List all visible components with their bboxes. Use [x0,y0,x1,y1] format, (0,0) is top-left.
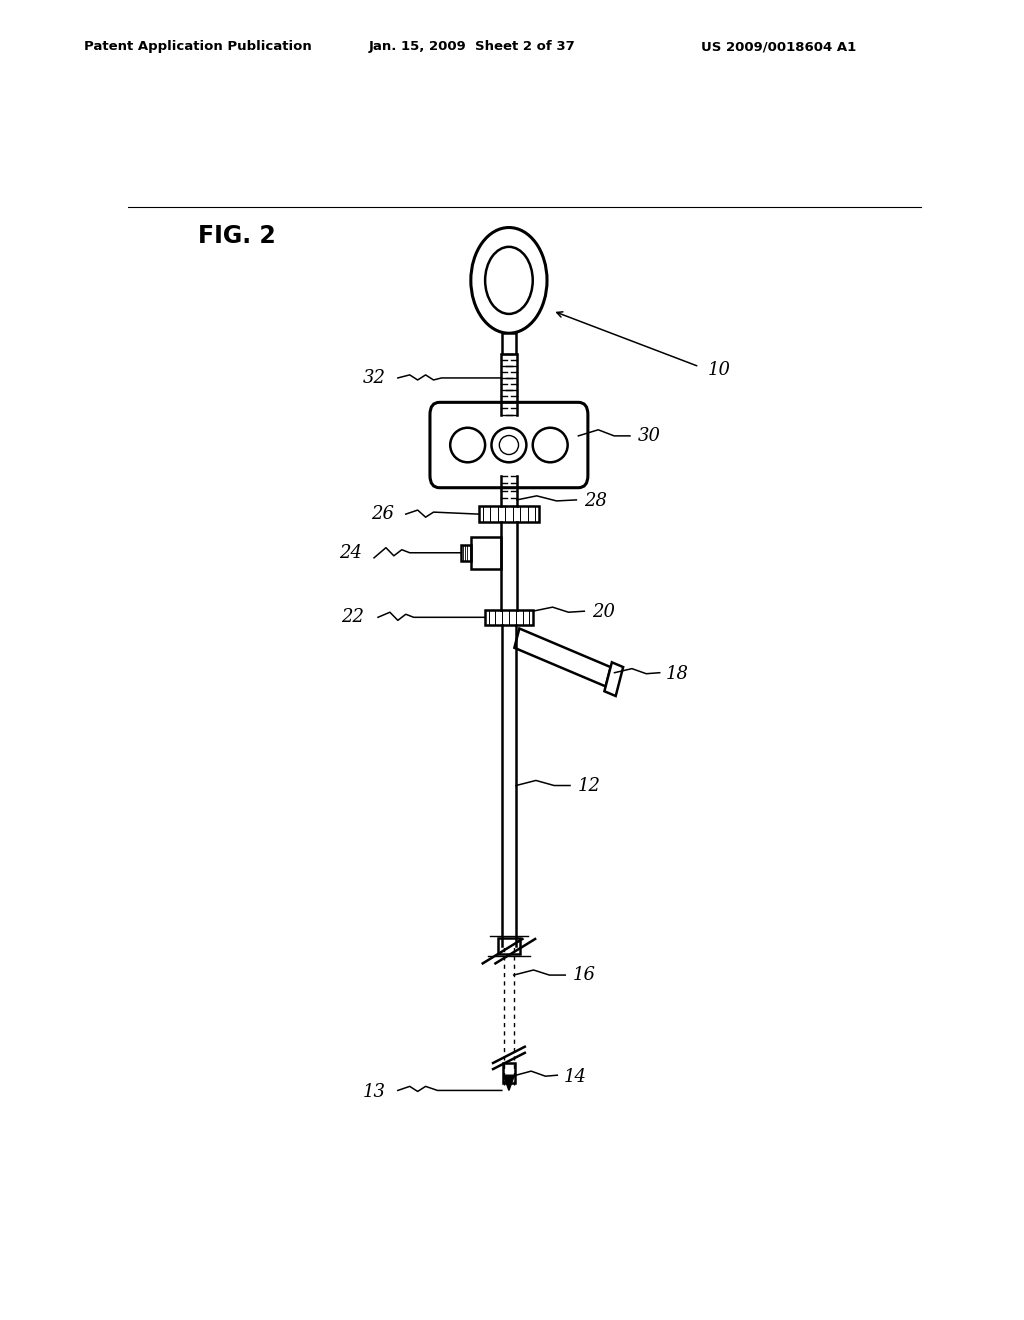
Text: 32: 32 [362,370,386,387]
Text: US 2009/0018604 A1: US 2009/0018604 A1 [701,40,857,53]
Text: Jan. 15, 2009  Sheet 2 of 37: Jan. 15, 2009 Sheet 2 of 37 [369,40,575,53]
Bar [479,506,539,523]
Text: 16: 16 [573,966,596,985]
Ellipse shape [471,227,547,333]
Text: 12: 12 [578,776,601,795]
Text: FIG. 2: FIG. 2 [198,224,275,248]
Polygon shape [504,1076,514,1090]
Text: 28: 28 [585,492,607,510]
Bar [502,333,516,354]
Text: 20: 20 [592,603,615,622]
Ellipse shape [451,428,485,462]
Text: 26: 26 [371,506,394,523]
Bar [503,1063,515,1084]
Polygon shape [604,663,624,696]
Text: 24: 24 [339,544,362,562]
Bar [485,610,532,624]
Bar [471,536,501,569]
Text: 13: 13 [362,1084,386,1101]
Text: 10: 10 [708,360,730,379]
Polygon shape [514,628,610,686]
Text: 14: 14 [563,1068,587,1086]
Ellipse shape [485,247,532,314]
Ellipse shape [532,428,567,462]
Bar [498,939,520,954]
FancyBboxPatch shape [430,403,588,487]
Text: Patent Application Publication: Patent Application Publication [84,40,311,53]
Text: 22: 22 [341,609,365,626]
Bar [461,545,471,561]
Text: 30: 30 [638,426,660,445]
Ellipse shape [492,428,526,462]
Text: 18: 18 [666,665,688,682]
